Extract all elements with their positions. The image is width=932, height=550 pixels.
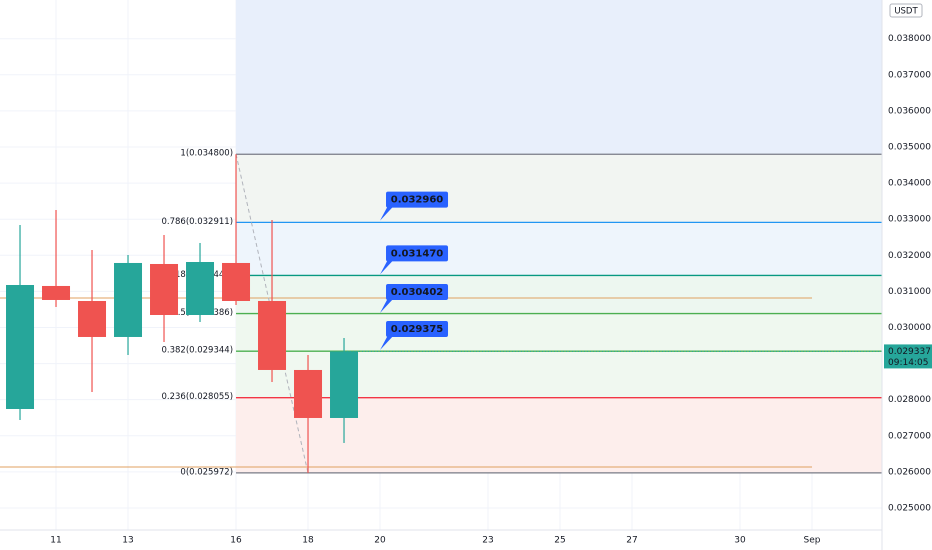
candle-body (186, 262, 215, 315)
callout-label: 0.029375 (391, 324, 444, 335)
callout-box (386, 321, 449, 338)
countdown-label: 09:14:05 (888, 358, 928, 368)
x-tick-label: 16 (230, 536, 242, 546)
x-tick-label: 23 (482, 536, 493, 546)
currency-box (889, 3, 923, 18)
x-tick-label: 27 (626, 536, 637, 546)
callout-label: 0.030402 (391, 287, 444, 298)
y-tick-label: 0.027000 (888, 431, 931, 441)
x-tick-label: 18 (302, 536, 314, 546)
y-tick-label: 0.035000 (888, 142, 931, 152)
x-tick-label: 13 (122, 536, 133, 546)
last-price-box (884, 344, 932, 369)
y-tick-label: 0.028000 (888, 395, 931, 405)
candle-body (294, 369, 323, 418)
x-tick-label: 30 (734, 536, 746, 546)
candle-body (78, 300, 107, 337)
candle-body (42, 285, 71, 300)
x-tick-label: 20 (374, 536, 386, 546)
price-axis: 0.0250000.0260000.0270000.0280000.029000… (881, 0, 932, 550)
callout-pointer (380, 205, 395, 221)
y-tick-label: 0.032000 (888, 251, 931, 261)
fib-zone (236, 222, 883, 276)
candle-body (258, 300, 287, 370)
candle-body (330, 351, 359, 418)
plot-area: 1(0.034800)0.786(0.032911)0.618(0.031442… (0, 0, 883, 546)
currency-label: USDT (894, 7, 918, 17)
fib-label: 0.236(0.028055) (161, 392, 233, 402)
callout-pointer (380, 297, 395, 313)
y-tick-label: 0.038000 (888, 34, 931, 44)
fib-zone (236, 313, 883, 352)
fib-label: 0.382(0.029344) (161, 346, 233, 356)
x-tick-label: 11 (50, 536, 61, 546)
y-tick-label: 0.036000 (888, 106, 931, 116)
candle-body (6, 284, 35, 409)
callout-box (386, 283, 449, 300)
last-price-label: 0.029337 (888, 347, 931, 357)
y-tick-label: 0.034000 (888, 179, 931, 189)
fib-zone (236, 154, 883, 223)
callout-box (386, 245, 449, 262)
range-shade (236, 0, 883, 155)
candle-body (222, 262, 251, 301)
fib-label: 0(0.025972) (180, 467, 233, 477)
y-tick-label: 0.030000 (888, 323, 931, 333)
y-tick-label: 0.026000 (888, 467, 931, 477)
y-tick-label: 0.025000 (888, 503, 931, 513)
y-tick-label: 0.031000 (888, 287, 931, 297)
candle-body (114, 262, 143, 337)
fib-label: 1(0.034800) (180, 149, 233, 159)
x-tick-label: Sep (804, 536, 821, 546)
callout-label: 0.031470 (391, 248, 444, 259)
callout-pointer (380, 335, 395, 351)
fib-zone (236, 275, 883, 314)
y-tick-label: 0.037000 (888, 70, 931, 80)
candle-body (150, 263, 179, 315)
axis-bg (882, 0, 932, 550)
x-tick-label: 25 (554, 536, 565, 546)
callout-box (386, 191, 449, 208)
fib-label: 0.786(0.032911) (161, 217, 233, 227)
callout-label: 0.032960 (391, 195, 444, 206)
y-tick-label: 0.033000 (888, 215, 931, 225)
callout-pointer (380, 259, 395, 275)
